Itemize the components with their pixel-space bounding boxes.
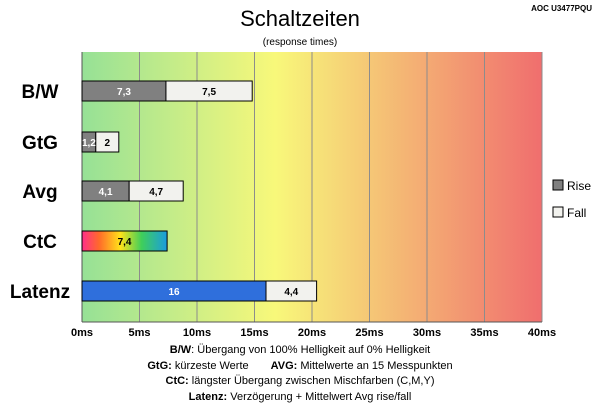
x-tick-label: 10ms <box>183 327 211 339</box>
x-tick-label: 5ms <box>128 327 150 339</box>
data-label: 7,4 <box>118 237 132 248</box>
bar-ctc <box>81 230 168 252</box>
x-tick-label: 35ms <box>470 327 498 339</box>
category-label: Avg <box>22 182 57 203</box>
x-tick-label: 30ms <box>413 327 441 339</box>
bar-fall <box>128 180 184 202</box>
chart-footnotes: B/W: Übergang von 100% Helligkeit auf 0%… <box>0 343 600 405</box>
data-label: 1,2 <box>82 138 96 149</box>
legend-label: Fall <box>567 206 586 220</box>
footnote-latency: Latenz: Verzögerung + Mittelwert Avg ris… <box>188 390 412 403</box>
x-tick-label: 40ms <box>528 327 556 339</box>
data-label: 2 <box>105 138 111 149</box>
category-label: GtG <box>22 133 58 154</box>
legend-swatch <box>552 206 564 218</box>
x-tick-label: 0ms <box>71 327 93 339</box>
footnote-ctc: CtC: längster Übergang zwischen Mischfar… <box>165 375 435 387</box>
bar-fall <box>95 131 120 153</box>
legend-swatch <box>552 179 564 191</box>
footnote-bw: B/W: Übergang von 100% Helligkeit auf 0%… <box>169 344 431 356</box>
chart-subtitle: (response times) <box>262 37 338 48</box>
category-label: B/W <box>22 82 59 103</box>
x-tick-label: 20ms <box>298 327 326 339</box>
legend-label: Rise <box>567 179 591 193</box>
category-label: CtC <box>23 232 57 253</box>
data-label: 4,4 <box>284 287 298 298</box>
data-label: 4,7 <box>149 187 163 198</box>
category-label: Latenz <box>10 282 70 303</box>
data-label: 4,1 <box>99 187 113 198</box>
chart-title: Schaltzeiten <box>240 6 360 31</box>
data-label: 7,5 <box>202 87 216 98</box>
x-tick-label: 25ms <box>355 327 383 339</box>
data-label: 16 <box>168 287 180 298</box>
bar-fall <box>265 280 318 302</box>
footnote-gtg-avg: GtG: kürzeste Werte AVG: Mittelwerte an 1… <box>147 359 453 372</box>
monitor-model-label: AOC U3477PQU <box>531 4 592 13</box>
bar-fall <box>165 80 253 102</box>
response-time-chart: 0ms 5ms 10ms 15ms 20ms 25ms 30ms 35ms 40ms B/W GtG… <box>10 52 591 339</box>
x-tick-label: 15ms <box>240 327 268 339</box>
data-label: 7,3 <box>117 87 131 98</box>
